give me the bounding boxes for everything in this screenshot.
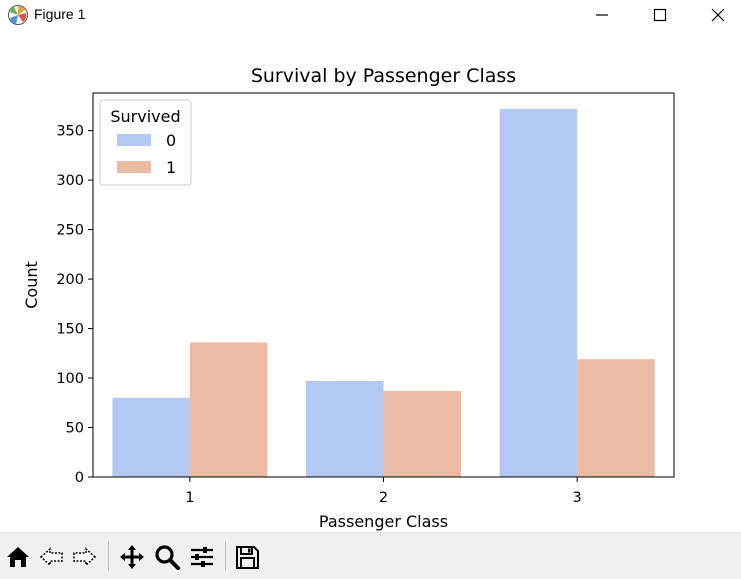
zoom-icon <box>155 545 180 570</box>
legend-label-0: 0 <box>166 131 176 150</box>
app-icon <box>7 4 29 26</box>
legend-label-1: 1 <box>166 158 176 177</box>
bar-series-0-cat-1 <box>112 397 190 477</box>
pan-icon <box>120 545 144 569</box>
bar-series-1-cat-1 <box>189 342 268 477</box>
minimize-button[interactable] <box>579 0 625 30</box>
close-button[interactable] <box>695 0 741 30</box>
figure-canvas: 0 50 100 150 200 250 300 350 1 2 3 Survival by Pass… <box>0 30 741 532</box>
y-tick-label: 100 <box>56 371 84 387</box>
y-tick-label: 0 <box>75 470 84 486</box>
home-button[interactable] <box>2 541 34 573</box>
navigation-toolbar <box>0 532 741 579</box>
toolbar-separator <box>225 541 226 571</box>
configure-subplots-button[interactable] <box>186 541 218 573</box>
y-axis-label: Count <box>22 261 41 309</box>
legend-title: Survived <box>110 107 180 126</box>
y-tick-label: 150 <box>56 322 84 338</box>
y-tick-label: 300 <box>56 173 84 189</box>
configure-subplots-icon <box>191 547 213 567</box>
zoom-button[interactable] <box>151 541 183 573</box>
y-tick-label: 200 <box>56 272 84 288</box>
forward-icon <box>73 547 97 567</box>
forward-button[interactable] <box>68 541 100 573</box>
x-tick-label: 2 <box>379 490 388 506</box>
bar-series-0-cat-2 <box>306 381 384 477</box>
save-button[interactable] <box>231 541 263 573</box>
x-tick-label: 3 <box>573 490 582 506</box>
legend-swatch-1 <box>117 161 151 173</box>
x-axis-label: Passenger Class <box>319 512 448 531</box>
save-icon <box>236 546 259 569</box>
legend-swatch-0 <box>117 134 151 146</box>
x-tick-label: 1 <box>185 490 194 506</box>
chart-title: Survival by Passenger Class <box>251 65 516 87</box>
back-icon <box>39 547 63 567</box>
y-tick-label: 50 <box>66 421 84 437</box>
bar-series-1-cat-2 <box>383 390 461 477</box>
y-tick-label: 250 <box>56 223 84 239</box>
toolbar-separator <box>108 541 109 571</box>
window-title: Figure 1 <box>34 6 86 22</box>
bar-series-0-cat-3 <box>499 108 578 478</box>
bar-series-1-cat-3 <box>577 359 655 477</box>
minimize-icon <box>596 14 608 16</box>
close-icon <box>711 8 725 22</box>
pan-button[interactable] <box>116 541 148 573</box>
bar-chart: 0 50 100 150 200 250 300 350 1 2 3 Survival by Pass… <box>22 65 675 531</box>
back-button[interactable] <box>36 541 68 573</box>
title-bar: Figure 1 <box>0 0 741 30</box>
home-icon <box>7 547 29 567</box>
maximize-icon <box>653 8 667 22</box>
y-tick-label: 350 <box>56 124 84 140</box>
maximize-button[interactable] <box>637 0 683 30</box>
